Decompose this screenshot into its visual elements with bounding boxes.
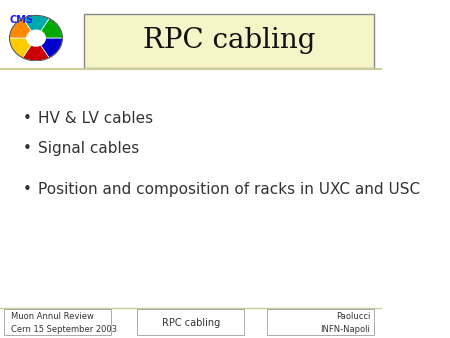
Text: RPC cabling: RPC cabling — [143, 27, 315, 54]
Text: INFN-Napoli: INFN-Napoli — [320, 325, 370, 334]
Text: •: • — [22, 141, 31, 156]
Text: RPC cabling: RPC cabling — [162, 318, 220, 328]
Text: HV & LV cables: HV & LV cables — [38, 111, 153, 126]
FancyBboxPatch shape — [267, 309, 374, 335]
Text: Cern 15 September 2003: Cern 15 September 2003 — [11, 325, 117, 334]
Text: •: • — [22, 111, 31, 126]
Text: Muon Annul Review: Muon Annul Review — [11, 312, 94, 320]
FancyBboxPatch shape — [137, 309, 244, 335]
Text: Paolucci: Paolucci — [336, 312, 370, 320]
Text: •: • — [22, 182, 31, 197]
Wedge shape — [23, 38, 49, 61]
Circle shape — [9, 16, 63, 61]
Circle shape — [27, 30, 45, 46]
Wedge shape — [23, 16, 49, 38]
Wedge shape — [36, 38, 63, 58]
FancyBboxPatch shape — [4, 309, 111, 335]
Wedge shape — [9, 38, 36, 58]
Wedge shape — [9, 19, 36, 38]
Text: CMS: CMS — [9, 15, 34, 25]
Wedge shape — [36, 19, 63, 38]
FancyBboxPatch shape — [84, 14, 374, 68]
Text: Position and composition of racks in UXC and USC: Position and composition of racks in UXC… — [38, 182, 420, 197]
Text: Signal cables: Signal cables — [38, 141, 140, 156]
